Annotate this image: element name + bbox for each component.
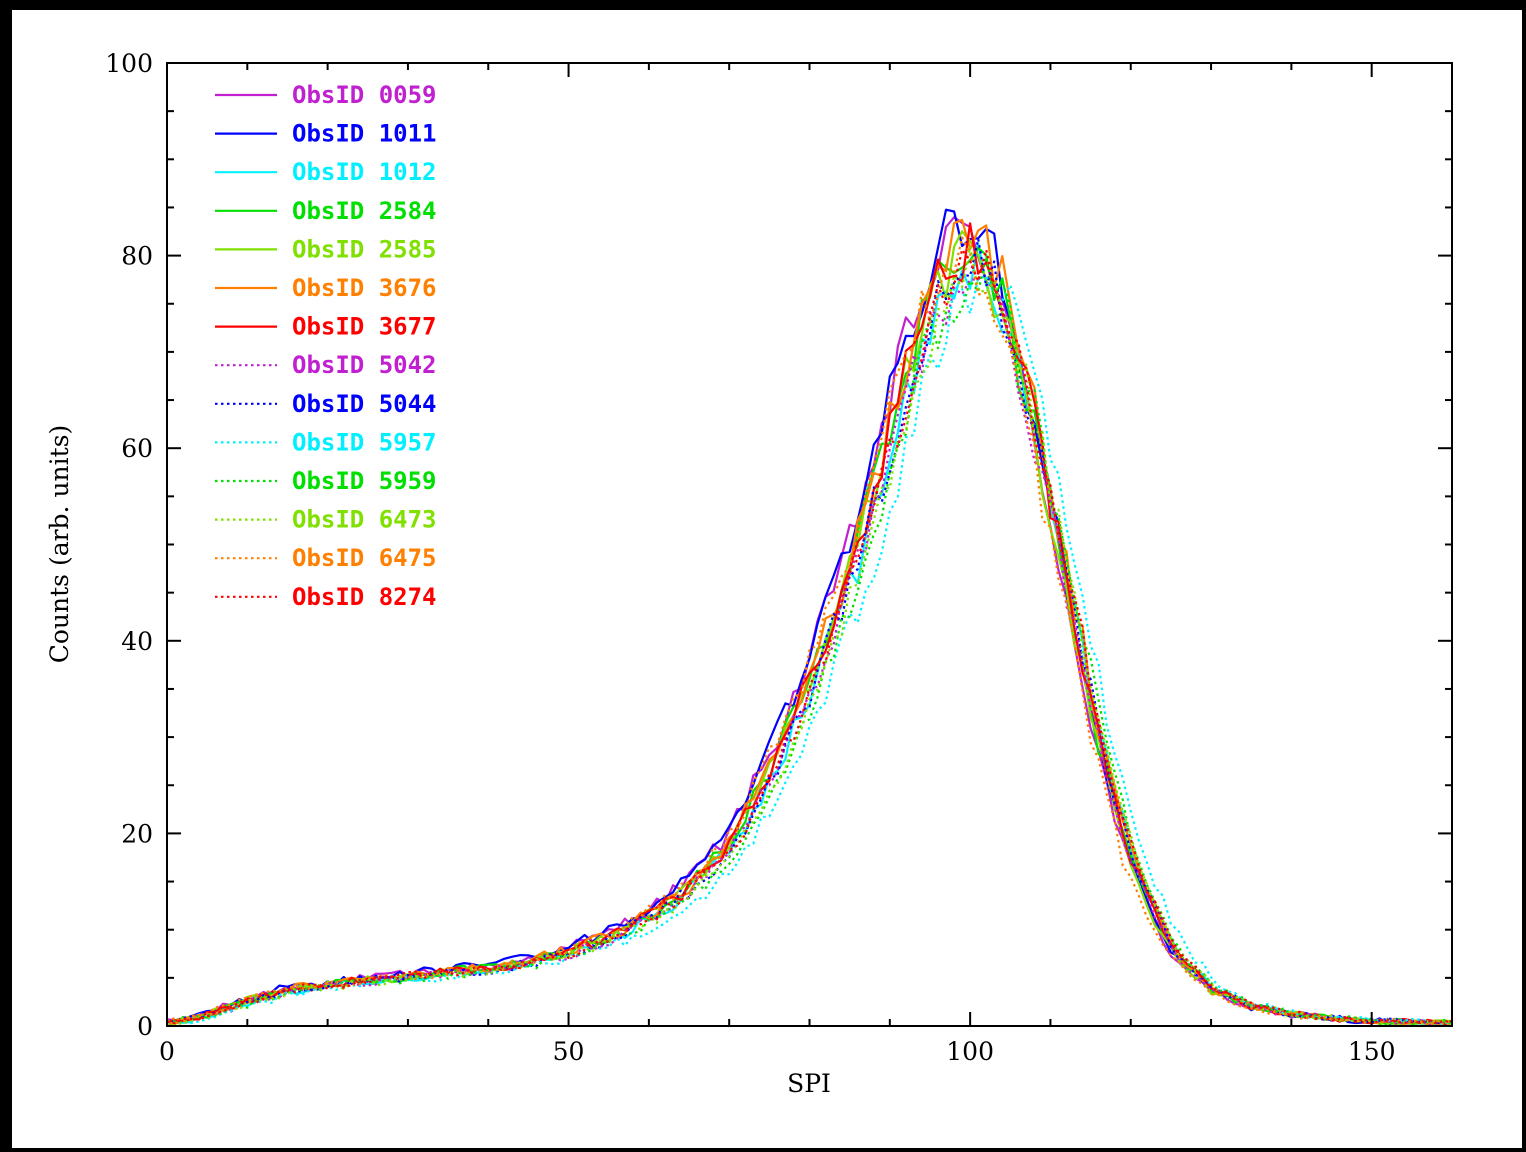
legend-label: ObsID 1012 (292, 158, 437, 186)
series-line (166, 255, 1453, 1026)
y-tick-label: 60 (121, 434, 153, 463)
legend-label: ObsID 5959 (292, 467, 437, 495)
axis-ticks (166, 62, 1453, 1027)
legend-label: ObsID 5957 (292, 428, 437, 456)
y-tick-label: 80 (121, 242, 153, 271)
x-tick-label: 50 (553, 1037, 585, 1066)
plot-lines (166, 208, 1453, 1027)
series-line (166, 248, 1453, 1026)
series-line (166, 222, 1453, 1027)
y-tick-label: 20 (121, 819, 153, 848)
legend-label: ObsID 1011 (292, 120, 437, 148)
legend-label: ObsID 6475 (292, 544, 437, 572)
x-tick-label: 0 (159, 1037, 175, 1066)
axis-tick-labels: 0 50 100 150 0 20 40 60 80 100 (105, 49, 1395, 1066)
series-line (166, 275, 1453, 1027)
legend-label: ObsID 3676 (292, 274, 437, 302)
legend-label: ObsID 2584 (292, 197, 437, 225)
y-axis-label: Counts (arb. units) (45, 425, 74, 664)
legend-label: ObsID 5044 (292, 390, 437, 418)
chart-frame: 0 50 100 150 0 20 40 60 80 100 SPI Counts (arb. u… (12, 10, 1522, 1148)
spi-counts-chart: 0 50 100 150 0 20 40 60 80 100 SPI Counts (arb. u… (45, 49, 1453, 1098)
x-axis-label: SPI (787, 1069, 831, 1098)
x-tick-label: 100 (946, 1037, 994, 1066)
legend-label: ObsID 6473 (292, 506, 437, 534)
series-line (166, 245, 1453, 1027)
x-tick-label: 150 (1348, 1037, 1396, 1066)
legend-label: ObsID 0059 (292, 81, 437, 109)
legend-label: ObsID 8274 (292, 583, 437, 611)
y-tick-label: 40 (121, 627, 153, 656)
y-tick-label: 100 (105, 49, 153, 78)
legend-label: ObsID 2585 (292, 235, 437, 263)
series-line (166, 273, 1453, 1027)
y-tick-label: 0 (137, 1012, 153, 1041)
legend-label: ObsID 5042 (292, 351, 437, 379)
legend-label: ObsID 3677 (292, 313, 437, 341)
legend: ObsID 0059 ObsID 1011 ObsID 1012 ObsID 2584… (215, 81, 437, 611)
